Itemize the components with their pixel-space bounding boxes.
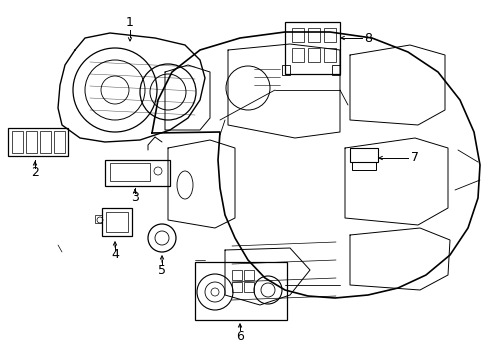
Bar — [307, 48, 319, 62]
Bar — [40, 131, 51, 153]
Text: 3: 3 — [131, 192, 139, 204]
Bar — [95, 215, 102, 223]
Bar — [8, 128, 68, 156]
Bar — [324, 48, 335, 62]
Bar — [244, 270, 253, 280]
Text: 4: 4 — [111, 248, 119, 261]
Bar — [195, 262, 286, 320]
Text: 1: 1 — [126, 15, 134, 28]
Bar — [351, 162, 375, 170]
Bar — [324, 28, 335, 42]
Text: 5: 5 — [158, 264, 165, 276]
Bar — [102, 208, 132, 236]
Bar — [291, 48, 304, 62]
Bar — [307, 28, 319, 42]
Bar — [105, 160, 170, 186]
Bar — [26, 131, 37, 153]
Text: 2: 2 — [31, 166, 39, 180]
Bar — [285, 22, 339, 74]
Bar — [54, 131, 65, 153]
Bar — [106, 212, 128, 232]
Bar — [291, 28, 304, 42]
Bar — [349, 148, 377, 162]
Text: 8: 8 — [363, 31, 371, 45]
Text: 6: 6 — [236, 329, 244, 342]
Bar — [244, 282, 253, 292]
Bar — [231, 282, 242, 292]
Bar — [231, 270, 242, 280]
Text: 7: 7 — [410, 152, 418, 165]
Bar — [282, 65, 289, 75]
Bar — [12, 131, 23, 153]
Bar — [331, 65, 339, 75]
Bar — [110, 163, 150, 181]
